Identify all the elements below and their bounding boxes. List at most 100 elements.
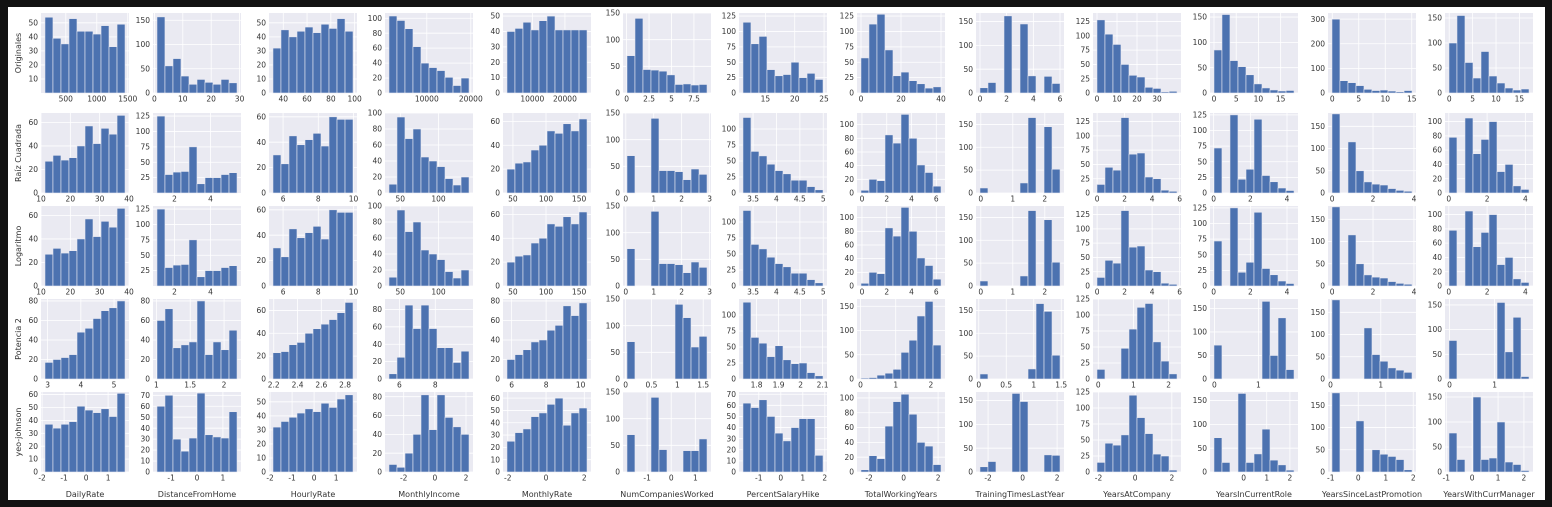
y-tick-label: 50	[140, 158, 150, 167]
histogram-bar	[108, 46, 118, 94]
y-tick-label: 50	[726, 250, 736, 259]
histogram-bar	[814, 455, 824, 473]
histogram-panel: 0 10 20 30 40 50 60 70 -1 0 1	[140, 391, 241, 483]
histogram-bar	[790, 272, 800, 287]
y-tick-label: 75	[1080, 327, 1090, 336]
histogram-bar	[1096, 462, 1106, 473]
histogram-bar	[1277, 464, 1287, 473]
y-tick-label: 100	[1311, 237, 1326, 246]
y-tick-label: 40	[490, 141, 500, 150]
histogram-bar	[546, 130, 556, 194]
histogram-bar	[1112, 444, 1122, 473]
y-tick-label: 50	[1432, 443, 1442, 452]
x-tick-label: 2	[1055, 474, 1060, 483]
histogram-bar	[304, 332, 314, 380]
y-tick-label: 150	[959, 120, 974, 129]
histogram-bar	[412, 328, 422, 380]
histogram-bar	[1152, 271, 1162, 287]
histogram-bar	[304, 232, 314, 287]
y-tick-label: 0	[261, 375, 266, 384]
histogram-bar	[514, 255, 524, 287]
x-tick-label: 2	[172, 195, 177, 204]
x-tick-label: 8	[316, 288, 321, 297]
y-tick-label: 100	[606, 228, 621, 237]
histogram-bar	[304, 408, 314, 473]
histogram-bar	[650, 118, 660, 194]
y-tick-label: 20	[28, 165, 38, 174]
y-tick-label: 200	[1311, 39, 1326, 48]
histogram-bar	[1144, 433, 1154, 473]
histogram-bar	[452, 85, 462, 94]
histogram-bar	[979, 187, 989, 194]
histogram-bar	[1160, 360, 1170, 380]
x-tick-label: 8	[433, 381, 438, 390]
x-tick-label: 4	[1150, 195, 1155, 204]
y-tick-label: 10	[490, 73, 500, 82]
histogram-bar	[884, 49, 894, 94]
histogram-bar	[908, 339, 918, 380]
histogram-bar	[420, 304, 430, 380]
histogram-bar	[979, 466, 989, 473]
histogram-bar	[924, 87, 934, 94]
x-axis-label: YearsSinceLastPromotion	[1321, 490, 1422, 499]
histogram-bar	[92, 412, 102, 473]
y-tick-label: 50	[1315, 445, 1325, 454]
histogram-panel: 0 25 50 75 100 1.8 1.9 2 2.1	[722, 299, 829, 390]
y-tick-label: 75	[140, 235, 150, 244]
x-tick-label: 0	[978, 195, 983, 204]
histogram-panel: 0 25 50 75 100 125 0 20 40	[840, 12, 946, 104]
histogram-bar	[1253, 118, 1263, 194]
x-axis-label: YearsAtCompany	[1102, 490, 1171, 499]
histogram-bar	[774, 345, 784, 380]
x-tick-label: 10	[36, 195, 46, 204]
x-tick-label: 6	[397, 381, 402, 390]
histogram-bar	[436, 394, 446, 473]
x-tick-label: 40	[936, 95, 946, 104]
x-tick-label: 10	[1254, 95, 1264, 104]
histogram-bar	[328, 319, 338, 380]
y-tick-label: 30	[726, 434, 736, 443]
y-tick-label: 40	[372, 59, 382, 68]
histogram-bar	[806, 279, 816, 287]
y-tick-label: 60	[372, 141, 382, 150]
y-tick-label: 60	[726, 401, 736, 410]
y-tick-label: 60	[372, 234, 382, 243]
histogram-panel: 0 50 100 150 0 5 10 15	[1428, 13, 1533, 104]
y-tick-label: 20	[28, 61, 38, 70]
histogram-bar	[522, 161, 532, 194]
histogram-bar	[44, 423, 54, 473]
x-tick-label: 40	[278, 95, 288, 104]
histogram-bar	[742, 301, 752, 380]
histogram-bar	[1504, 257, 1514, 287]
histogram-panel: 0 50 100 150 0 0.5 1 1.5	[606, 295, 711, 390]
x-tick-label: 1	[1496, 474, 1501, 483]
y-tick-label: 75	[1197, 142, 1207, 151]
y-tick-label: 50	[1080, 253, 1090, 262]
x-axis-label: PercentSalaryHike	[747, 490, 820, 499]
histogram-bar	[1331, 299, 1341, 380]
y-tick-label: 40	[490, 418, 500, 427]
y-tick-label: 80	[372, 305, 382, 314]
histogram-bar	[444, 271, 454, 287]
x-tick-label: 3.5	[747, 288, 759, 297]
histogram-bar	[546, 223, 556, 287]
histogram-bar	[188, 146, 198, 194]
x-tick-label: 20000	[553, 95, 577, 104]
histogram-bar	[156, 320, 166, 380]
y-tick-label: 150	[1428, 301, 1443, 310]
histogram-bar	[404, 231, 414, 287]
histogram-bar	[578, 302, 588, 380]
histogram-bar	[328, 116, 338, 194]
y-tick-label: 10	[726, 456, 736, 465]
histogram-bar	[1027, 117, 1037, 194]
histogram-bar	[180, 171, 190, 194]
histogram-bar	[774, 170, 784, 194]
histogram-bar	[782, 74, 792, 94]
x-tick-label: 0	[1447, 95, 1452, 104]
histogram-bar	[530, 416, 540, 473]
x-tick-label: 30	[235, 95, 245, 104]
histogram-bar	[570, 223, 580, 287]
histogram-bar	[1128, 328, 1138, 380]
histogram-bar	[436, 347, 446, 380]
histogram-bar	[1245, 462, 1255, 473]
